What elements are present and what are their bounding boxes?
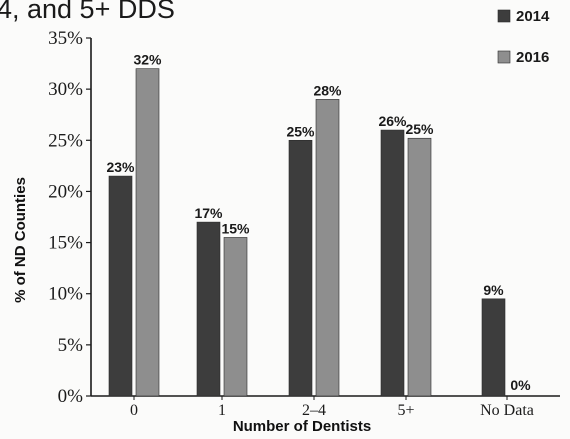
bar-label-2016-0: 32% <box>133 52 162 68</box>
legend: 2014 2016 <box>497 8 550 66</box>
legend-label-2016: 2016 <box>516 49 549 66</box>
bar-label-2014-0: 23% <box>106 159 135 175</box>
y-tick-label: 0% <box>58 386 84 407</box>
y-tick-label: 5% <box>58 335 84 356</box>
bar-labels: 23%17%25%26%9%32%15%28%25%0% <box>106 52 531 393</box>
x-tick-label: 2–4 <box>302 402 326 419</box>
y-tick-label: 25% <box>48 130 83 151</box>
legend-swatch-2016 <box>497 50 511 64</box>
bar-label-2016-3: 25% <box>405 121 434 137</box>
bar-label-2016-2: 28% <box>313 82 342 98</box>
bar-2016-0 <box>135 68 160 397</box>
partial-title: -4, and 5+ DDS <box>0 0 175 24</box>
x-tick-label: No Data <box>480 402 534 419</box>
bar-label-2014-1: 17% <box>194 205 223 221</box>
bar-2016-2 <box>315 99 340 397</box>
bar-2014-0 <box>108 175 133 397</box>
x-tick-label: 5+ <box>397 402 414 419</box>
x-axis: 0 1 2–4 5+ No Data <box>91 395 560 419</box>
legend-label-2014: 2014 <box>516 8 550 25</box>
y-tick-label: 20% <box>48 181 83 202</box>
y-tick-label: 10% <box>48 284 83 305</box>
y-axis-title: % of ND Counties <box>12 177 29 303</box>
bar-2014-2 <box>288 139 313 397</box>
bar-label-2014-3: 26% <box>378 113 407 129</box>
y-tick-label: 15% <box>48 233 83 254</box>
y-axis: 0% 5% 10% 15% 20% 25% 30% 35% <box>48 28 92 407</box>
bar-2016-3 <box>407 137 432 397</box>
bar-label-2016-1: 15% <box>221 220 250 236</box>
bar-2016-1 <box>223 237 248 397</box>
x-tick-label: 0 <box>130 402 138 419</box>
bar-label-2014-2: 25% <box>286 123 315 139</box>
bar-2014-3 <box>380 129 405 397</box>
legend-swatch-2014 <box>497 9 511 23</box>
bar-label-2014-4: 9% <box>483 282 504 298</box>
bar-2014-1 <box>196 221 221 397</box>
y-tick-label: 35% <box>48 28 83 49</box>
x-tick-label: 1 <box>218 402 226 419</box>
bar-label-2016-4: 0% <box>510 377 531 393</box>
y-tick-label: 30% <box>48 79 83 100</box>
x-axis-title: Number of Dentists <box>233 418 371 435</box>
bars <box>108 68 506 397</box>
bar-2014-4 <box>481 298 506 397</box>
